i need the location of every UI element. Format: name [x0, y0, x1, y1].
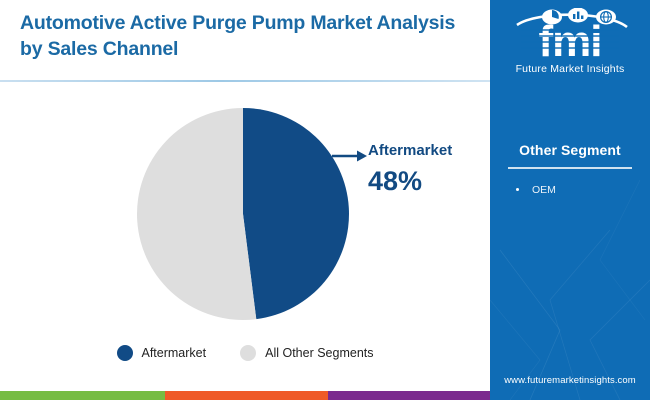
legend-item[interactable]: All Other Segments: [240, 345, 374, 361]
website-url[interactable]: www.futuremarketinsights.com: [504, 375, 636, 386]
side-panel: fmi Future Market Insights Other Segment…: [490, 0, 650, 400]
aftermarket-callout: Aftermarket 48%: [368, 142, 452, 196]
other-segment-list: OEM: [490, 182, 650, 198]
header-divider: [0, 80, 490, 82]
other-segment-title: Other Segment: [519, 142, 621, 158]
stripe-segment-purple: [328, 391, 490, 400]
other-segment-divider: [508, 167, 632, 169]
other-segment-item: OEM: [516, 182, 650, 198]
pie-chart-icon: [542, 9, 562, 25]
stripe-segment-orange: [165, 391, 328, 400]
panel-texture: [490, 179, 650, 400]
pie-slice-aftermarket[interactable]: [243, 108, 350, 320]
legend-swatch-icon: [116, 345, 133, 361]
bottom-color-stripe: [0, 391, 490, 400]
bar-chart-icon: [568, 8, 588, 23]
legend-item[interactable]: Aftermarket: [116, 345, 207, 361]
chart-legend: Aftermarket All Other Segments: [0, 345, 490, 361]
main-content-area: Automotive Active Purge Pump Market Anal…: [0, 12, 490, 400]
fmi-logo-mark: fmi: [516, 8, 628, 60]
stripe-segment-green: [0, 391, 165, 400]
callout-label: Aftermarket: [368, 142, 453, 159]
other-segment-block: Other Segment OEM: [490, 142, 650, 198]
svg-text:fmi: fmi: [539, 17, 602, 60]
pie-slice-group: [137, 108, 350, 320]
page-title: Automotive Active Purge Pump Market Anal…: [20, 12, 456, 60]
pie-chart: [137, 108, 367, 320]
fmi-logo-tagline: Future Market Insights: [515, 63, 625, 75]
callout-value: 48%: [368, 166, 423, 196]
legend-swatch-icon: [240, 345, 257, 361]
pie-slice-all-other-segments[interactable]: [137, 108, 257, 320]
legend-label: All Other Segments: [265, 346, 374, 360]
pie-chart-region: [0, 86, 490, 336]
fmi-logo: fmi Future Market Insights: [490, 8, 650, 75]
callout-arrow-icon: [332, 150, 367, 162]
globe-icon: [596, 9, 616, 25]
legend-label: Aftermarket: [141, 346, 207, 360]
